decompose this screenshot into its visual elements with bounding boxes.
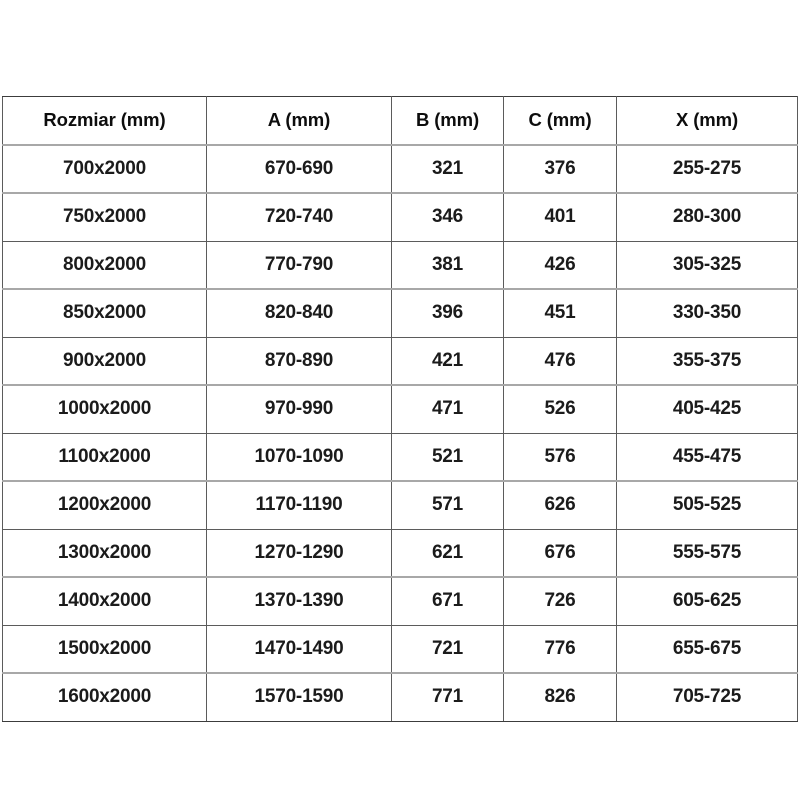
cell-x: 605-625 [616, 577, 798, 626]
cell-b: 671 [391, 577, 504, 626]
cell-b: 421 [391, 337, 504, 386]
cell-c: 476 [503, 337, 617, 386]
size-table-container: Rozmiar (mm) A (mm) B (mm) C (mm) X (mm) 700… [2, 96, 798, 722]
table-row: 1600x2000 1570-1590 771 826 705-725 [2, 673, 798, 722]
table-row: 1300x2000 1270-1290 621 676 555-575 [2, 529, 798, 578]
cell-c: 401 [503, 193, 617, 242]
cell-b: 471 [391, 385, 504, 434]
cell-c: 626 [503, 481, 617, 530]
table-row: 1200x2000 1170-1190 571 626 505-525 [2, 481, 798, 530]
cell-c: 776 [503, 625, 617, 674]
cell-x: 405-425 [616, 385, 798, 434]
table-row: 800x2000 770-790 381 426 305-325 [2, 241, 798, 290]
cell-b: 381 [391, 241, 504, 290]
cell-size: 1200x2000 [2, 481, 207, 530]
cell-size: 1400x2000 [2, 577, 207, 626]
cell-x: 705-725 [616, 673, 798, 722]
cell-x: 280-300 [616, 193, 798, 242]
cell-b: 771 [391, 673, 504, 722]
cell-x: 305-325 [616, 241, 798, 290]
cell-c: 826 [503, 673, 617, 722]
cell-c: 426 [503, 241, 617, 290]
cell-b: 396 [391, 289, 504, 338]
cell-size: 1100x2000 [2, 433, 207, 482]
cell-size: 1600x2000 [2, 673, 207, 722]
table-row: 900x2000 870-890 421 476 355-375 [2, 337, 798, 386]
cell-b: 321 [391, 144, 504, 194]
cell-size: 800x2000 [2, 241, 207, 290]
column-header-b: B (mm) [391, 96, 504, 146]
cell-c: 376 [503, 144, 617, 194]
cell-x: 655-675 [616, 625, 798, 674]
cell-x: 505-525 [616, 481, 798, 530]
dimensions-table: Rozmiar (mm) A (mm) B (mm) C (mm) X (mm) 700… [2, 96, 798, 722]
cell-a: 770-790 [206, 241, 392, 290]
cell-size: 850x2000 [2, 289, 207, 338]
cell-x: 355-375 [616, 337, 798, 386]
cell-c: 676 [503, 529, 617, 578]
table-header: Rozmiar (mm) A (mm) B (mm) C (mm) X (mm) [2, 96, 798, 146]
cell-c: 726 [503, 577, 617, 626]
cell-c: 526 [503, 385, 617, 434]
cell-a: 670-690 [206, 144, 392, 194]
cell-a: 1470-1490 [206, 625, 392, 674]
table-row: 1500x2000 1470-1490 721 776 655-675 [2, 625, 798, 674]
cell-a: 1370-1390 [206, 577, 392, 626]
cell-size: 1500x2000 [2, 625, 207, 674]
table-row: 750x2000 720-740 346 401 280-300 [2, 193, 798, 242]
table-row: 1400x2000 1370-1390 671 726 605-625 [2, 577, 798, 626]
cell-x: 555-575 [616, 529, 798, 578]
cell-b: 621 [391, 529, 504, 578]
cell-a: 1570-1590 [206, 673, 392, 722]
table-row: 700x2000 670-690 321 376 255-275 [2, 144, 798, 194]
cell-a: 970-990 [206, 385, 392, 434]
cell-a: 820-840 [206, 289, 392, 338]
cell-size: 900x2000 [2, 337, 207, 386]
column-header-x: X (mm) [616, 96, 798, 146]
cell-x: 255-275 [616, 144, 798, 194]
cell-size: 1300x2000 [2, 529, 207, 578]
column-header-c: C (mm) [503, 96, 617, 146]
table-row: 850x2000 820-840 396 451 330-350 [2, 289, 798, 338]
table-header-row: Rozmiar (mm) A (mm) B (mm) C (mm) X (mm) [2, 96, 798, 146]
cell-b: 721 [391, 625, 504, 674]
cell-a: 870-890 [206, 337, 392, 386]
column-header-size: Rozmiar (mm) [2, 96, 207, 146]
column-header-a: A (mm) [206, 96, 392, 146]
cell-a: 1170-1190 [206, 481, 392, 530]
cell-x: 330-350 [616, 289, 798, 338]
cell-size: 1000x2000 [2, 385, 207, 434]
table-row: 1100x2000 1070-1090 521 576 455-475 [2, 433, 798, 482]
cell-a: 1270-1290 [206, 529, 392, 578]
cell-x: 455-475 [616, 433, 798, 482]
cell-a: 720-740 [206, 193, 392, 242]
table-row: 1000x2000 970-990 471 526 405-425 [2, 385, 798, 434]
cell-b: 346 [391, 193, 504, 242]
cell-c: 576 [503, 433, 617, 482]
cell-b: 521 [391, 433, 504, 482]
cell-size: 750x2000 [2, 193, 207, 242]
cell-b: 571 [391, 481, 504, 530]
table-body: 700x2000 670-690 321 376 255-275 750x2000 720-… [2, 144, 798, 722]
cell-c: 451 [503, 289, 617, 338]
cell-a: 1070-1090 [206, 433, 392, 482]
cell-size: 700x2000 [2, 144, 207, 194]
